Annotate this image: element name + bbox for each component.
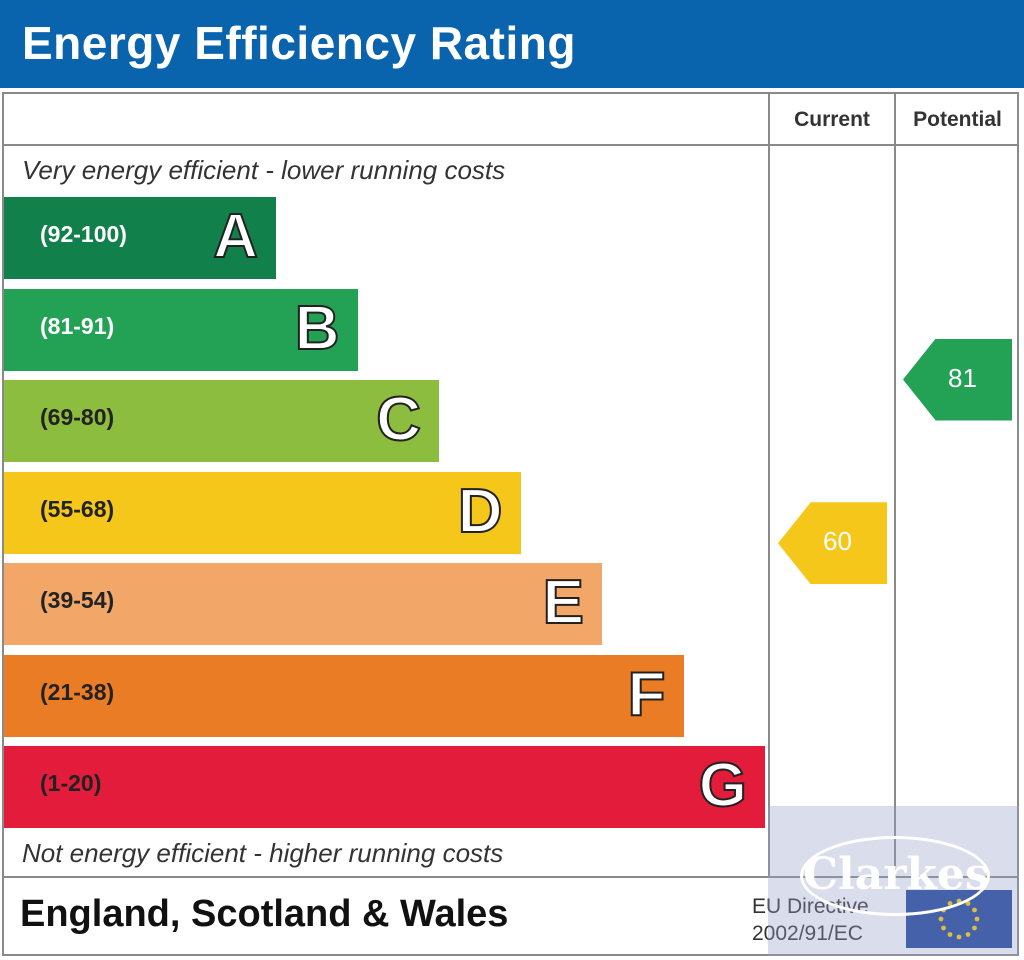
- band-c-letter: C: [375, 384, 422, 455]
- band-f: (21-38) F: [4, 654, 684, 737]
- agency-logo-text: Clarkes: [803, 849, 990, 900]
- band-e-letter: E: [542, 567, 585, 638]
- band-b-letter: B: [294, 293, 341, 364]
- column-divider-current: [768, 92, 770, 878]
- footer-row-divider: [2, 876, 1019, 878]
- eu-directive-line2: 2002/91/EC: [752, 922, 863, 945]
- band-f-range: (21-38): [40, 678, 115, 705]
- band-d-range: (55-68): [40, 495, 115, 522]
- column-header-potential: Potential: [913, 108, 1002, 131]
- band-d-letter: D: [457, 476, 504, 547]
- top-note: Very energy efficient - lower running co…: [22, 155, 506, 185]
- band-a: (92-100) A: [4, 197, 276, 279]
- band-a-letter: A: [212, 201, 259, 272]
- band-d: (55-68) D: [4, 471, 521, 554]
- column-divider-potential: [894, 92, 896, 878]
- bottom-note: Not energy efficient - higher running co…: [22, 838, 504, 868]
- band-c-range: (69-80): [40, 404, 115, 430]
- agency-logo: Clarkes: [800, 836, 990, 916]
- header-row-divider: [2, 144, 1019, 146]
- band-g-letter: G: [698, 750, 748, 821]
- page-title: Energy Efficiency Rating: [22, 17, 576, 69]
- band-b: (81-91) B: [4, 288, 358, 371]
- band-c: (69-80) C: [4, 380, 439, 462]
- band-e-range: (39-54): [40, 587, 115, 613]
- agency-watermark: Clarkes: [768, 806, 1019, 956]
- region-label: England, Scotland & Wales: [20, 893, 509, 935]
- band-f-letter: F: [627, 659, 667, 730]
- column-header-current: Current: [794, 108, 870, 131]
- band-a-range: (92-100): [40, 221, 127, 247]
- band-g: (1-20) G: [4, 746, 765, 828]
- band-b-range: (81-91): [40, 312, 115, 339]
- header-bar: Energy Efficiency Rating: [0, 0, 1024, 88]
- band-e: (39-54) E: [4, 563, 602, 645]
- potential-rating-value: 81: [948, 362, 977, 393]
- band-g-range: (1-20): [40, 770, 102, 796]
- current-rating-value: 60: [823, 526, 852, 557]
